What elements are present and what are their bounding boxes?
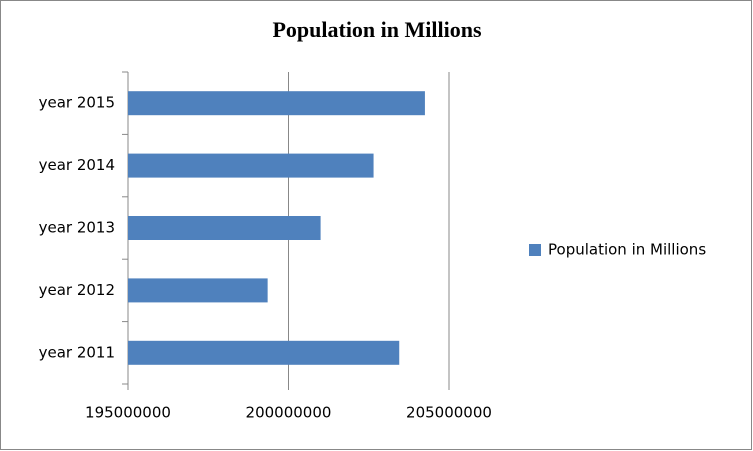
- y-tick-label: year 2013: [39, 219, 115, 237]
- bar: [128, 216, 321, 240]
- y-tick-label: year 2012: [39, 281, 115, 299]
- legend-label: Population in Millions: [548, 241, 706, 259]
- x-tick-label: 200000000: [246, 404, 332, 422]
- x-tick-label: 195000000: [85, 404, 171, 422]
- bar: [128, 91, 425, 116]
- bar: [128, 153, 374, 178]
- chart-title: Population in Millions: [272, 17, 481, 42]
- y-tick-label: year 2011: [39, 343, 115, 361]
- bar: [128, 278, 268, 303]
- legend-swatch: [529, 244, 541, 256]
- bar: [128, 340, 400, 365]
- x-tick-label: 205000000: [406, 404, 492, 422]
- y-tick-label: year 2015: [39, 94, 115, 112]
- y-tick-label: year 2014: [39, 156, 115, 174]
